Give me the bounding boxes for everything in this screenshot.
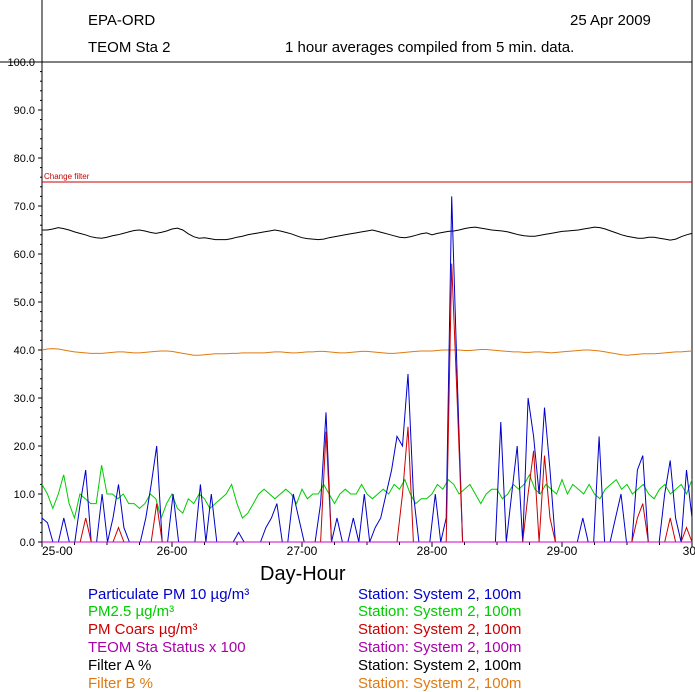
y-tick-label: 60.0 [14,249,35,261]
y-tick-label: 100.0 [7,57,35,69]
y-tick-label: 70.0 [14,201,35,213]
y-tick-label: 10.0 [14,489,35,501]
legend-name-pmcoarse: PM Coars µg/m³ [88,621,198,638]
series-line-1 [41,465,693,520]
header-org: EPA-ORD [88,12,156,29]
change-filter-label: Change filter [44,172,90,181]
y-tick-label: 80.0 [14,153,35,165]
series-line-5 [41,348,693,356]
series-line-4 [42,226,693,241]
y-tick-label: 50.0 [14,297,35,309]
legend-station-status: Station: System 2, 100m [358,639,522,656]
legend-name-filter-a: Filter A % [88,657,152,674]
series-line-2 [42,263,693,543]
x-tick-label: 29-00 [547,544,578,558]
header-subtitle: 1 hour averages compiled from 5 min. dat… [285,39,575,56]
x-tick-label: 26-00 [157,544,188,558]
legend-name-filter-b: Filter B % [88,675,154,692]
x-tick-label: 28-00 [417,544,448,558]
series-line-0 [41,196,693,543]
y-tick-label: 90.0 [14,105,35,117]
legend-name-pm25: PM2.5 µg/m³ [88,603,175,620]
x-tick-label: 30 [683,544,695,558]
y-tick-label: 40.0 [14,345,35,357]
y-tick-label: 30.0 [14,393,35,405]
header-date: 25 Apr 2009 [570,12,651,29]
legend-station-pm25: Station: System 2, 100m [358,603,522,620]
legend-station-pmcoarse: Station: System 2, 100m [358,621,522,638]
x-tick-label: 27-00 [287,544,318,558]
y-tick-label: 20.0 [14,441,35,453]
x-tick-label: 25-00 [42,544,73,558]
legend-station-pm10: Station: System 2, 100m [358,586,522,603]
legend-name-pm10: Particulate PM 10 µg/m³ [88,586,250,603]
legend-station-filter-a: Station: System 2, 100m [358,657,522,674]
legend-station-filter-b: Station: System 2, 100m [358,675,522,692]
header-station: TEOM Sta 2 [88,39,171,56]
chart: 0.0 10.0 20.0 30.0 40.0 50.0 60.0 70.0 80.0 90.0 1… [0,0,695,558]
y-tick-label: 0.0 [20,537,35,549]
x-axis-label: Day-Hour [260,563,346,585]
legend-name-status: TEOM Sta Status x 100 [88,639,246,656]
